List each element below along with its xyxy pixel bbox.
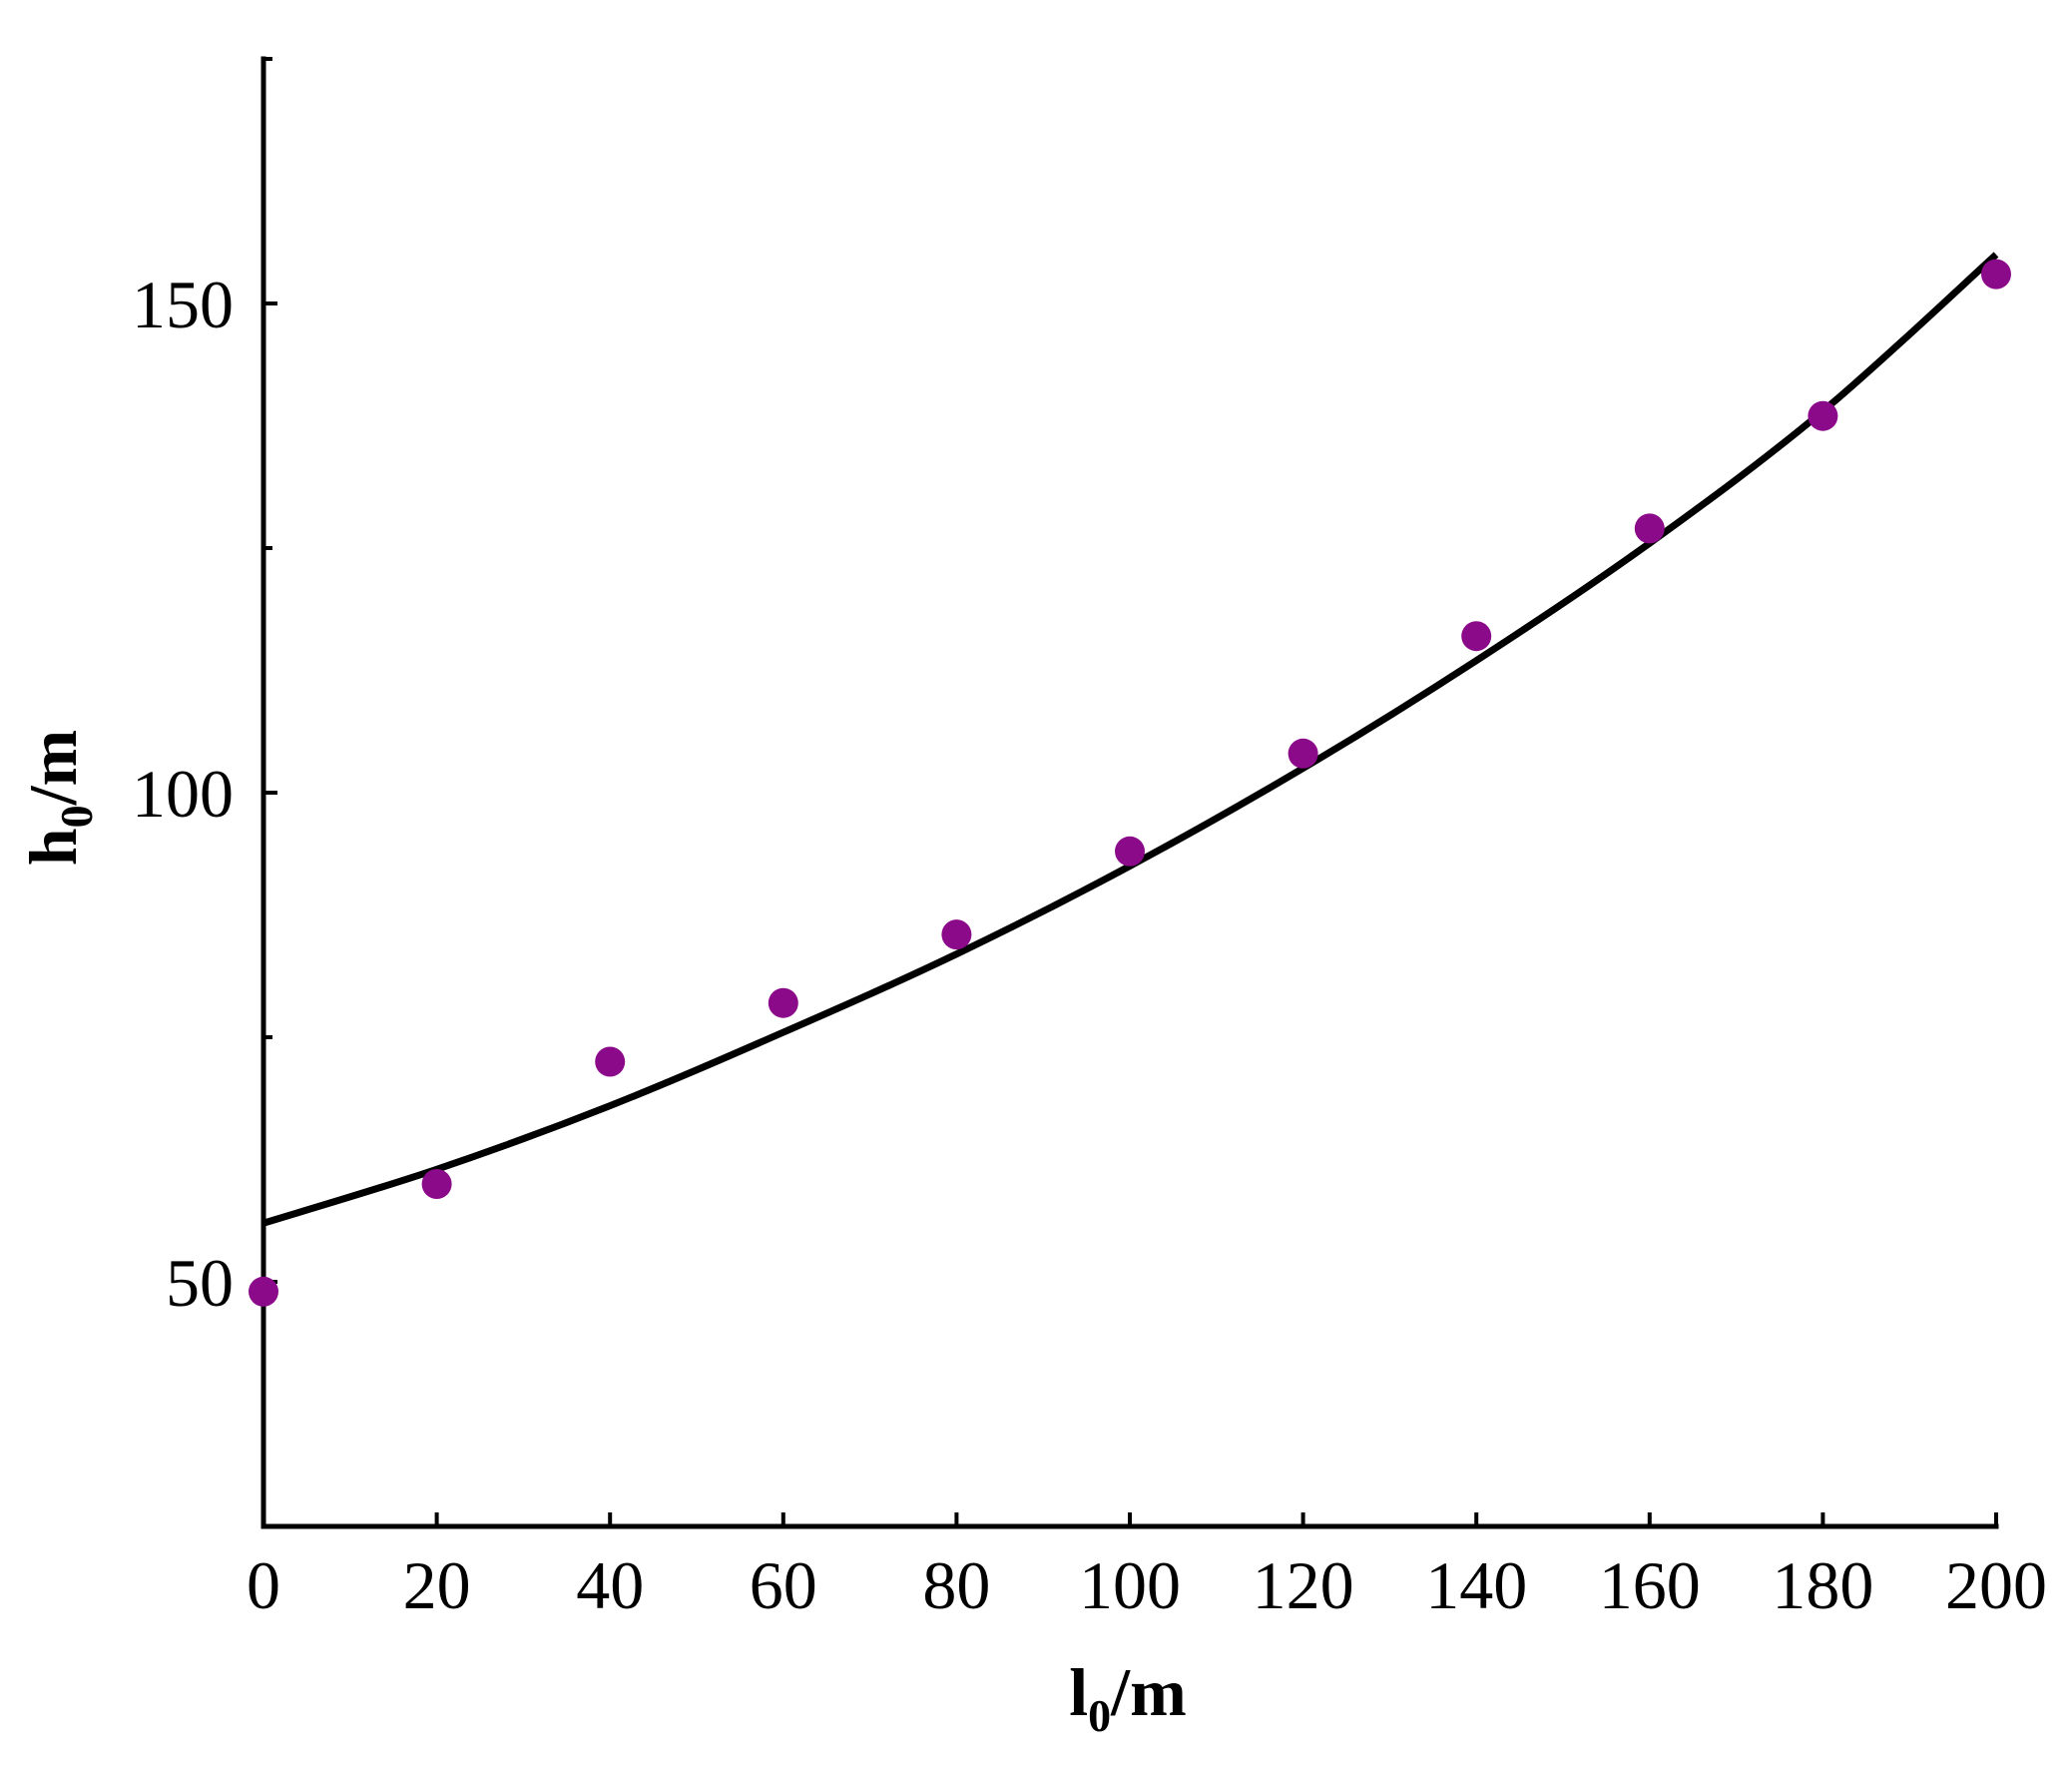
y-tick-label: 100	[132, 756, 234, 832]
data-point	[1634, 513, 1665, 544]
data-point	[1115, 836, 1145, 867]
plot-area	[249, 252, 2011, 1307]
y-tick-label: 150	[132, 267, 234, 342]
x-tick-label: 100	[1079, 1547, 1181, 1623]
data-point	[421, 1169, 452, 1199]
data-point	[1981, 259, 2011, 290]
axes: 0 20 40 60 80 100 120 140 160 180 200 50 100 150	[132, 56, 2047, 1623]
data-point	[941, 919, 972, 950]
x-tick-label: 0	[247, 1547, 280, 1623]
fit-curve	[261, 252, 1999, 1227]
x-tick-label: 160	[1599, 1547, 1701, 1623]
x-tick-label: 40	[576, 1547, 644, 1623]
x-tick-label: 80	[922, 1547, 990, 1623]
data-point	[1808, 400, 1838, 431]
data-point	[1288, 738, 1318, 769]
x-tick-label: 140	[1425, 1547, 1527, 1623]
x-tick-label: 60	[750, 1547, 817, 1623]
x-tick-label: 200	[1945, 1547, 2047, 1623]
data-point	[1461, 621, 1492, 652]
axis-labels: l0/m h0/m	[15, 730, 1187, 1741]
x-tick-label: 180	[1772, 1547, 1873, 1623]
x-tick-label: 120	[1253, 1547, 1354, 1623]
y-tick-label: 50	[166, 1245, 234, 1321]
x-tick-label: 20	[403, 1547, 471, 1623]
data-point	[249, 1276, 278, 1307]
data-point	[595, 1046, 626, 1077]
data-point	[768, 987, 798, 1018]
x-axis-label: l0/m	[1069, 1654, 1186, 1741]
y-axis-label: h0/m	[15, 730, 102, 866]
